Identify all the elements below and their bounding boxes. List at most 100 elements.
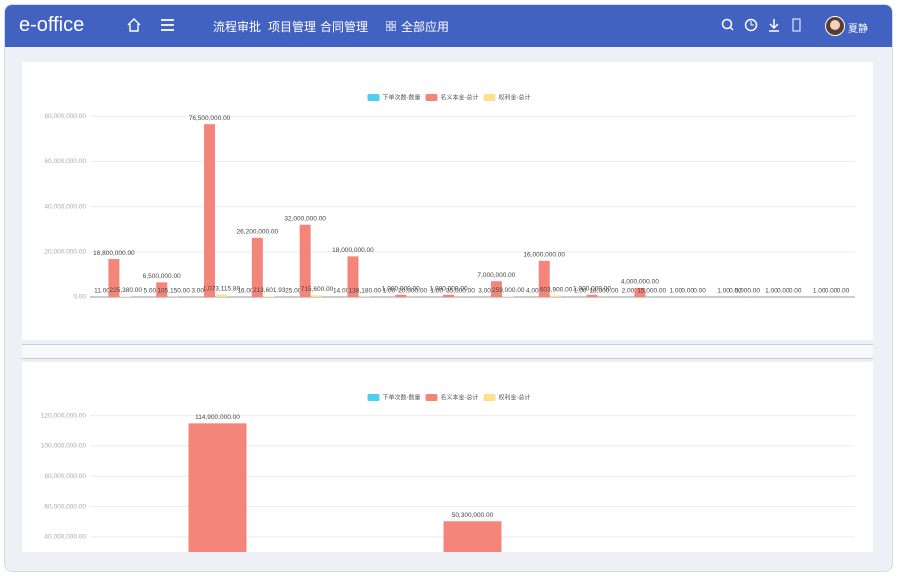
- legend-label: 权利金-总计: [499, 94, 531, 102]
- y-tick-label: 120,000,000.00: [41, 412, 87, 419]
- data-label: 4.00: [526, 288, 539, 295]
- legend-swatch: [367, 94, 380, 101]
- bar: [204, 124, 216, 297]
- bar: [443, 294, 455, 297]
- legend-label: 下单次数-数量: [383, 394, 421, 402]
- data-label: 1,000,000.00: [430, 285, 468, 292]
- data-label: 259,000.00: [492, 287, 525, 294]
- bar: [586, 294, 598, 297]
- chart: 40,000,000.00 60,000,000.00 80,000,000.00 1…: [41, 394, 855, 552]
- data-label: 5,000.00: [735, 288, 761, 295]
- data-label: 1,073,115.80: [203, 285, 241, 292]
- data-label: 35,000.00: [446, 288, 475, 295]
- data-label: 0.00: [693, 288, 706, 295]
- legend-swatch: [367, 394, 380, 401]
- data-label: 114,900,000.00: [195, 414, 240, 421]
- legend-label: 下单次数-数量: [383, 94, 421, 102]
- data-label: 0.00: [729, 288, 742, 295]
- data-label: 15,000.00: [637, 288, 666, 295]
- top-bar: e-office 流程审批 项目管理 合同管理 全部应用 夏静: [5, 5, 892, 47]
- y-tick-label: 0.00: [73, 294, 86, 301]
- legend-label: 名义本金-总计: [441, 94, 479, 102]
- legend-swatch: [425, 394, 438, 401]
- data-label: 1,000,000.00: [382, 285, 420, 292]
- bar: [156, 282, 168, 297]
- data-label: 6,500,000.00: [143, 273, 181, 280]
- data-label: 1.00: [574, 288, 587, 295]
- data-label: 25.00: [285, 288, 302, 295]
- legend-swatch: [483, 94, 496, 101]
- bar: [502, 296, 514, 297]
- legend-swatch: [425, 94, 438, 101]
- data-label: 20,000.00: [398, 288, 427, 295]
- data-label: 4,000,000.00: [621, 279, 659, 286]
- bar: [311, 295, 323, 297]
- data-label: 1,000,000.00: [573, 285, 611, 292]
- data-label: 138,180.00: [349, 287, 382, 294]
- all-apps[interactable]: 全部应用: [401, 20, 450, 34]
- data-label: 1.00: [765, 288, 778, 295]
- bar: [395, 294, 407, 297]
- data-label: 0.00: [825, 288, 838, 295]
- data-label: 18,000.00: [589, 288, 618, 295]
- nav-item[interactable]: 流程审批: [213, 20, 262, 34]
- data-label: 213,601.93: [253, 287, 286, 294]
- data-label: 3.00: [191, 288, 204, 295]
- legend-swatch: [483, 394, 496, 401]
- data-label: 0.00: [837, 288, 850, 295]
- logo[interactable]: e-office: [19, 14, 85, 36]
- data-label: 1.00: [383, 288, 396, 295]
- data-label: 1.00: [669, 288, 682, 295]
- data-label: 3.00: [478, 288, 491, 295]
- divider: [22, 344, 873, 359]
- bar: [188, 423, 247, 552]
- bar: [299, 224, 311, 297]
- bar: [108, 259, 120, 297]
- bar: [538, 260, 550, 297]
- data-label: 7,000,000.00: [477, 272, 515, 279]
- data-label: 26,200,000.00: [237, 229, 279, 236]
- avatar[interactable]: [825, 16, 845, 36]
- data-label: 105,150.00: [157, 287, 190, 294]
- data-label: 16.00: [237, 288, 254, 295]
- y-tick-label: 40,000,000.00: [44, 534, 86, 541]
- data-label: 5.00: [144, 288, 157, 295]
- nav-item[interactable]: 合同管理: [320, 20, 369, 34]
- chart-panel: 0.00 20,000,000.00 40,000,000.00 60,000,000…: [22, 62, 873, 340]
- menu-icon[interactable]: [161, 19, 174, 31]
- data-label: 18,000,000.00: [332, 247, 374, 254]
- toolbar-icons[interactable]: [721, 18, 801, 34]
- y-tick-label: 80,000,000.00: [44, 113, 86, 120]
- data-label: 0.00: [681, 288, 694, 295]
- nav-item[interactable]: 项目管理: [268, 20, 317, 34]
- bar: [490, 281, 502, 297]
- data-label: 603,900.00: [540, 286, 573, 293]
- user-name[interactable]: 夏静: [848, 24, 868, 35]
- chart: 0.00 20,000,000.00 40,000,000.00 60,000,000…: [44, 94, 855, 301]
- bar: [120, 296, 132, 297]
- legend-label: 名义本金-总计: [441, 394, 479, 402]
- y-tick-label: 40,000,000.00: [44, 203, 86, 210]
- bar: [634, 287, 646, 297]
- data-label: 715,600.00: [301, 286, 334, 293]
- y-tick-label: 80,000,000.00: [44, 473, 86, 480]
- bar: [347, 256, 359, 297]
- home-icon[interactable]: [127, 18, 141, 32]
- data-label: 0.00: [789, 288, 802, 295]
- data-label: 14.00: [333, 288, 350, 295]
- legend-label: 权利金-总计: [499, 394, 531, 402]
- data-label: 16,800,000.00: [93, 250, 135, 257]
- apps-icon[interactable]: [386, 21, 396, 31]
- bar: [215, 294, 227, 297]
- chart-panel: 40,000,000.00 60,000,000.00 80,000,000.00 1…: [22, 362, 873, 552]
- bar: [443, 521, 502, 552]
- app-frame: e-office 流程审批 项目管理 合同管理 全部应用 夏静 0.00 20,0…: [4, 4, 893, 572]
- y-tick-label: 60,000,000.00: [44, 503, 86, 510]
- y-tick-label: 60,000,000.00: [44, 158, 86, 165]
- data-label: 2.00: [622, 288, 635, 295]
- data-label: 1.00: [813, 288, 826, 295]
- data-label: 50,300,000.00: [452, 512, 494, 519]
- data-label: 1.00: [717, 288, 730, 295]
- bar: [251, 237, 263, 297]
